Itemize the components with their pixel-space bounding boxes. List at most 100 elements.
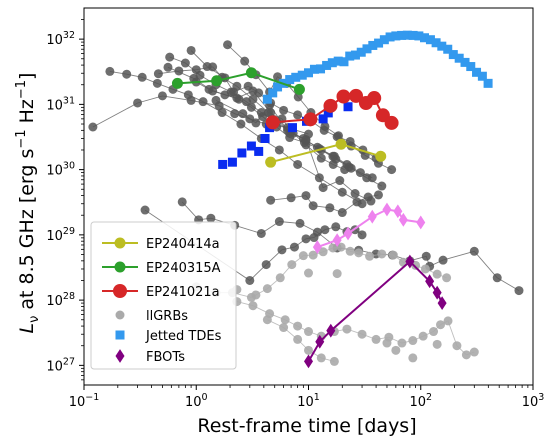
data-point [368,40,378,50]
data-point [336,89,351,104]
data-point [391,31,401,41]
data-point [454,53,464,63]
data-point [323,108,333,118]
y-axis-label: Lν at 8.5 GHz [erg s−1 Hz−1] [14,73,42,334]
data-point [397,338,407,348]
series-line [215,99,372,202]
data-point [165,52,175,62]
data-point [293,159,303,169]
data-point [432,285,442,300]
data-point [122,69,132,79]
data-point [251,290,261,300]
data-point [280,315,290,325]
data-point [405,254,415,269]
data-point [177,197,187,207]
legend-marker [114,261,126,273]
series-llgrbs [266,190,383,218]
data-point [362,173,372,183]
data-point [291,72,301,82]
data-point [384,115,399,130]
data-point [246,141,256,151]
x-tick-label: 103 [522,392,545,410]
data-point [248,86,258,96]
data-point [304,345,313,355]
data-point [363,192,373,202]
data-point [367,209,377,224]
legend-item-ep241021a: EP241021a [102,284,220,300]
data-point [483,78,493,88]
data-point [274,217,284,227]
y-tick-label: 1028 [46,291,75,309]
data-point [298,251,308,261]
data-point [277,245,287,255]
data-point [325,203,335,213]
legend-item-llgrbs: llGRBs [115,309,188,324]
data-point [425,35,435,45]
x-tick-label: 100 [185,392,208,410]
y-tick-label: 1027 [46,356,75,374]
data-point [293,334,303,344]
data-point [287,260,297,270]
data-point [189,73,199,83]
data-point [349,88,364,103]
data-point [328,151,338,161]
data-point [236,119,246,129]
data-point [332,269,342,279]
data-point [298,133,308,143]
data-point [293,321,303,331]
legend-item-ep240414a: EP240414a [102,237,220,252]
data-point [318,114,328,124]
data-point [248,301,258,311]
data-point [304,327,313,337]
data-point [256,228,266,238]
data-point [266,108,276,118]
legend-box [90,221,237,370]
data-point [315,334,325,349]
data-point [238,109,248,119]
data-point [304,68,313,78]
data-point [273,82,283,92]
data-point [443,316,453,326]
data-point [322,60,332,70]
data-point [287,123,297,133]
legend-marker [115,330,125,340]
data-point [304,354,313,369]
data-point [312,240,322,254]
data-point [448,50,458,60]
y-tick-label: 1032 [46,30,75,48]
data-point [333,56,343,66]
data-point [206,213,216,223]
data-point [240,56,250,66]
data-point [218,159,228,169]
data-point [371,334,381,344]
data-point [309,233,319,243]
data-point [408,353,418,363]
data-point [398,212,408,227]
y-tick-label: 1031 [46,95,75,113]
data-point [262,315,272,325]
data-point [332,233,342,248]
data-point [230,109,240,119]
data-point [335,138,347,150]
data-point [202,62,212,72]
data-point [514,286,524,296]
data-point [332,132,342,142]
series-fbots [304,254,447,369]
x-axis-label: Rest-frame time [days] [197,415,416,437]
data-point [339,57,349,67]
legend-marker [113,284,127,298]
data-point [350,50,360,60]
legend-label: FBOTs [146,350,185,365]
data-point [469,246,479,256]
legend-marker [115,310,125,320]
data-point [153,69,163,79]
data-point [226,87,236,97]
data-point [337,187,347,197]
legend: EP240414a EP240315A EP241021a llGRBs Jetted … [90,221,237,370]
data-point [260,133,270,143]
data-point [466,62,476,72]
legend-label: EP240414a [146,237,220,252]
data-point [289,242,299,252]
data-point [438,255,448,265]
data-point [186,95,196,105]
